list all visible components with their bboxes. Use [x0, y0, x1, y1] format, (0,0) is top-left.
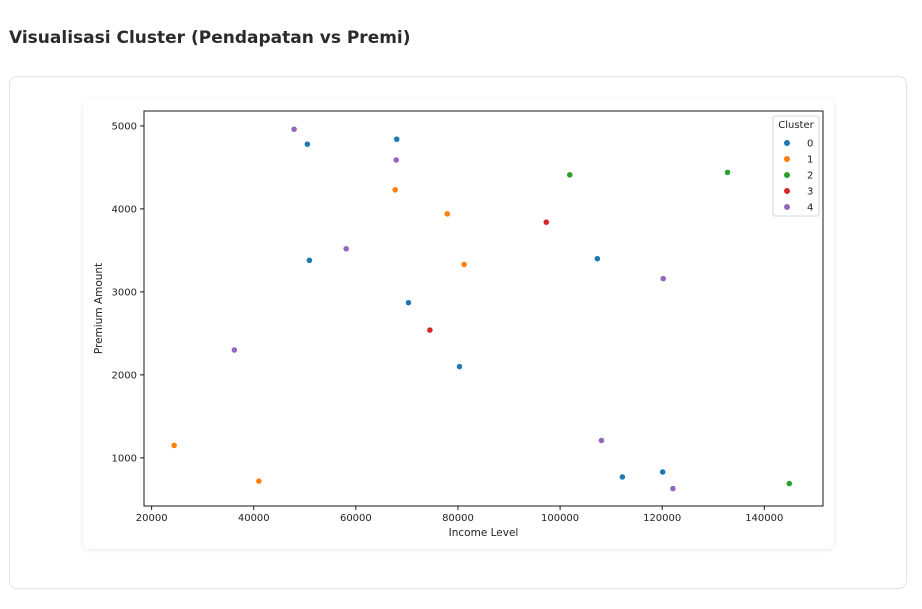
data-point-cluster-4 [392, 156, 400, 164]
data-point-cluster-0 [405, 299, 412, 306]
data-point-cluster-0 [304, 140, 311, 148]
legend-label-cluster-2: 2 [807, 171, 813, 182]
x-tick-label: 120000 [643, 513, 681, 524]
data-point-cluster-1 [444, 210, 451, 218]
data-point-cluster-0 [393, 135, 400, 143]
data-point-cluster-2 [724, 169, 731, 176]
legend-marker-cluster-0 [784, 140, 790, 146]
y-tick-label: 3000 [112, 287, 137, 298]
data-point-cluster-4 [231, 346, 238, 354]
x-tick-label: 140000 [745, 513, 783, 524]
legend-label-cluster-4: 4 [807, 203, 813, 214]
data-point-cluster-1 [255, 477, 263, 485]
data-point-cluster-1 [170, 442, 178, 449]
scatter-chart: 1000 2000 3000 4000 5000 20000 40000 60000 8000… [93, 110, 824, 539]
data-point-cluster-3 [543, 218, 550, 226]
data-point-cluster-0 [456, 363, 463, 370]
data-point-cluster-0 [659, 468, 666, 476]
x-tick-label: 60000 [340, 513, 372, 524]
legend-label-cluster-3: 3 [807, 187, 813, 198]
data-point-cluster-0 [619, 473, 626, 481]
data-point-cluster-4 [669, 485, 677, 492]
legend: Cluster 0 1 2 3 4 [772, 115, 820, 217]
data-point-cluster-4 [659, 275, 667, 282]
data-point-cluster-0 [306, 257, 313, 264]
legend-marker-cluster-2 [784, 172, 790, 178]
legend-label-cluster-1: 1 [807, 155, 813, 166]
y-tick-label: 1000 [112, 453, 137, 464]
plot-frame [143, 110, 824, 507]
y-tick-label: 2000 [112, 370, 137, 381]
data-point-cluster-2 [566, 171, 574, 179]
data-point-cluster-3 [426, 326, 434, 334]
legend-marker-cluster-1 [784, 156, 790, 162]
legend-marker-cluster-4 [784, 204, 790, 210]
y-axis-label: Premium Amount [93, 263, 105, 354]
data-point-cluster-1 [460, 261, 468, 268]
x-axis-label: Income Level [449, 527, 519, 539]
data-point-cluster-4 [290, 126, 298, 133]
x-tick-label: 80000 [442, 513, 474, 524]
y-tick-label: 5000 [112, 121, 137, 132]
data-points [170, 126, 793, 492]
x-tick-label: 100000 [541, 513, 579, 524]
legend-label-cluster-0: 0 [807, 139, 813, 150]
x-axis: 20000 40000 60000 80000 100000 120000 140000 [136, 506, 783, 524]
data-point-cluster-2 [786, 480, 793, 487]
page-title: Visualisasi Cluster (Pendapatan vs Premi… [9, 28, 411, 48]
data-point-cluster-0 [594, 255, 601, 262]
data-point-cluster-1 [391, 186, 399, 194]
legend-marker-cluster-3 [784, 188, 790, 194]
x-tick-label: 20000 [136, 513, 168, 524]
y-axis: 1000 2000 3000 4000 5000 [112, 121, 144, 464]
data-point-cluster-4 [598, 437, 605, 444]
x-tick-label: 40000 [238, 513, 270, 524]
data-point-cluster-4 [342, 245, 350, 253]
y-tick-label: 4000 [112, 204, 137, 215]
legend-box [772, 115, 820, 217]
legend-title: Cluster [778, 120, 814, 131]
chart-card: 1000 2000 3000 4000 5000 20000 40000 60000 8000… [83, 99, 834, 549]
